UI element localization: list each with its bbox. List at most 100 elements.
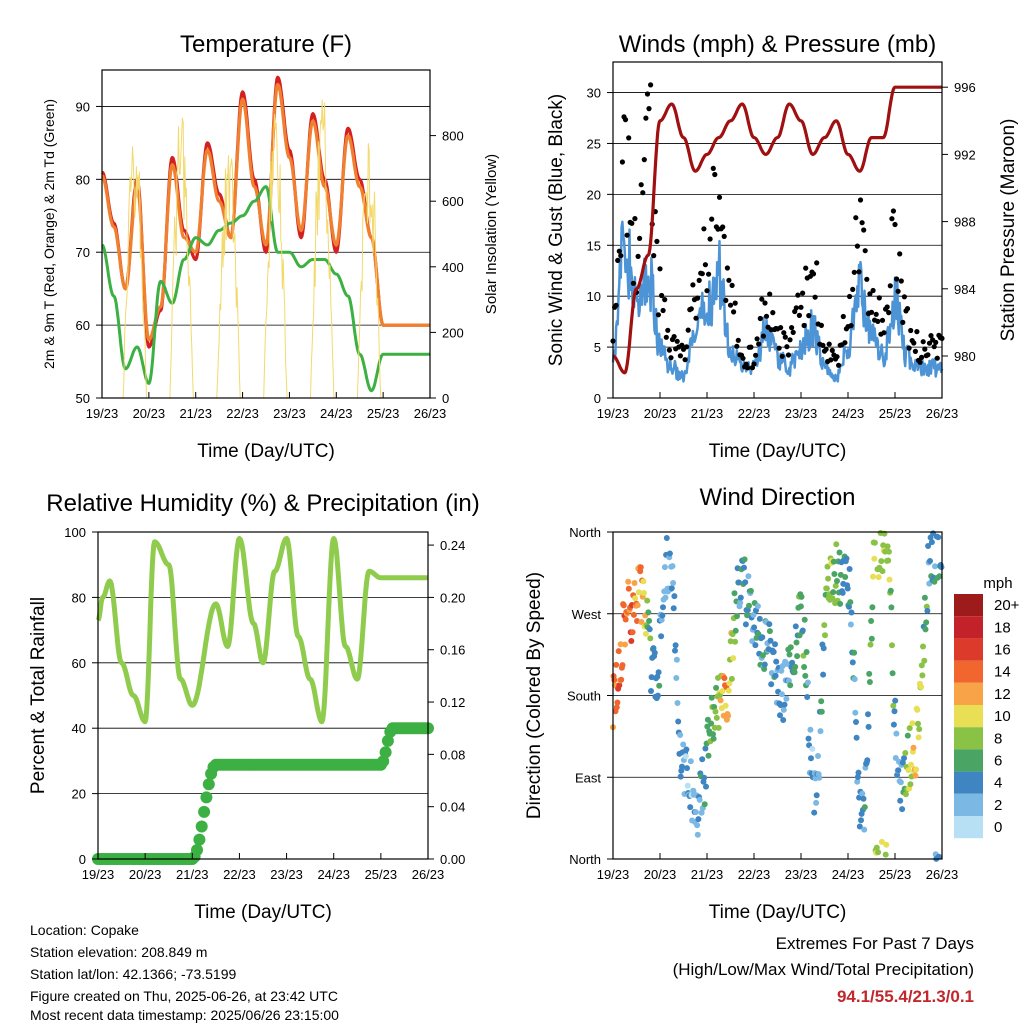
- gust-point: [861, 227, 867, 233]
- precip-point: [202, 778, 215, 791]
- y2-tick-label: 992: [954, 147, 976, 162]
- direction-point: [902, 750, 909, 756]
- direction-point: [752, 642, 759, 649]
- y2-tick-label: 200: [442, 325, 464, 340]
- gust-point: [732, 300, 738, 306]
- direction-point: [918, 683, 925, 690]
- gust-point: [618, 253, 624, 259]
- gust-point: [912, 348, 919, 354]
- direction-point: [919, 672, 926, 679]
- direction-point: [732, 638, 739, 645]
- x-axis-label: Time (Day/UTC): [709, 902, 847, 923]
- direction-point: [890, 702, 897, 709]
- gust-point: [762, 300, 768, 306]
- y-tick-label: South: [567, 689, 601, 704]
- y-tick-label: 5: [594, 340, 601, 355]
- direction-point: [613, 661, 620, 668]
- gust-point: [710, 165, 716, 171]
- direction-point: [859, 790, 866, 797]
- gust-point: [914, 329, 920, 335]
- direction-point: [909, 720, 916, 727]
- direction-point: [634, 618, 640, 624]
- direction-point: [924, 607, 931, 614]
- gust-point: [666, 347, 673, 353]
- gust-point: [702, 262, 709, 268]
- direction-point: [737, 599, 744, 606]
- direction-point: [869, 604, 876, 611]
- gust-point: [640, 190, 646, 196]
- direction-point: [816, 774, 823, 781]
- direction-point: [710, 735, 717, 742]
- direction-point: [804, 694, 811, 700]
- gust-point: [917, 359, 923, 365]
- footer-recent: Most recent data timestamp: 2025/06/26 2…: [30, 1007, 339, 1023]
- direction-point: [884, 543, 891, 550]
- direction-point: [918, 662, 925, 669]
- y2-axis-label: Solar Insolation (Yellow): [483, 154, 500, 314]
- direction-point: [901, 755, 907, 762]
- direction-point: [846, 603, 852, 610]
- gust-point: [864, 276, 870, 282]
- gust-point: [919, 354, 925, 360]
- x-tick-label: 25/23: [879, 867, 912, 882]
- gust-point: [696, 277, 702, 283]
- direction-point: [662, 594, 669, 601]
- gust-point: [889, 216, 895, 222]
- direction-point: [865, 723, 872, 730]
- direction-point: [766, 621, 773, 628]
- direction-point: [670, 580, 677, 586]
- extremes-title: Extremes For Past 7 Days: [775, 934, 974, 953]
- y-tick-label: 80: [72, 590, 86, 605]
- y-tick-label: 60: [76, 318, 90, 333]
- x-tick-label: 20/23: [644, 867, 677, 882]
- direction-point: [804, 679, 811, 686]
- direction-point: [871, 555, 878, 562]
- direction-point: [783, 695, 790, 702]
- direction-point: [799, 627, 806, 634]
- gust-point: [856, 269, 862, 275]
- direction-point: [672, 647, 678, 654]
- gust-point: [654, 238, 660, 244]
- gust-point: [826, 341, 832, 347]
- x-tick-label: 26/23: [926, 867, 959, 882]
- x-tick-label: 20/23: [133, 406, 166, 421]
- direction-point: [721, 675, 728, 682]
- direction-point: [923, 619, 930, 626]
- gust-point: [803, 265, 809, 271]
- direction-point: [834, 578, 840, 584]
- direction-point: [767, 637, 774, 644]
- y2-tick-label: 0.24: [440, 538, 465, 553]
- direction-point: [646, 626, 653, 633]
- direction-point: [871, 539, 878, 546]
- direction-point: [802, 672, 809, 679]
- direction-point: [658, 633, 665, 640]
- direction-point: [640, 578, 647, 585]
- gust-point: [659, 292, 665, 299]
- footer-location: Location: Copake: [30, 922, 139, 938]
- direction-point: [661, 564, 668, 571]
- y-axis-label: Direction (Colored By Speed): [524, 572, 545, 819]
- gust-point: [632, 216, 638, 222]
- direction-point: [786, 651, 793, 658]
- direction-point: [694, 831, 701, 838]
- y-tick-label: North: [569, 525, 601, 540]
- gust-point: [890, 208, 897, 214]
- y2-tick-label: 0.08: [440, 747, 465, 762]
- direction-point: [694, 822, 701, 829]
- direction-point: [708, 694, 715, 701]
- x-axis-label: Time (Day/UTC): [709, 441, 847, 462]
- direction-point: [632, 595, 639, 602]
- direction-point: [886, 576, 893, 583]
- direction-point: [907, 781, 914, 788]
- direction-point: [713, 684, 720, 691]
- gust-point: [674, 338, 680, 344]
- y-tick-label: 25: [587, 136, 601, 151]
- gust-point: [920, 339, 926, 345]
- y-tick-label: 50: [76, 391, 90, 406]
- direction-point: [737, 594, 744, 601]
- direction-point: [617, 641, 624, 648]
- y-tick-label: 20: [587, 187, 601, 202]
- y-tick-label: 10: [587, 289, 601, 304]
- direction-point: [878, 558, 885, 565]
- y-tick-label: 15: [587, 238, 601, 253]
